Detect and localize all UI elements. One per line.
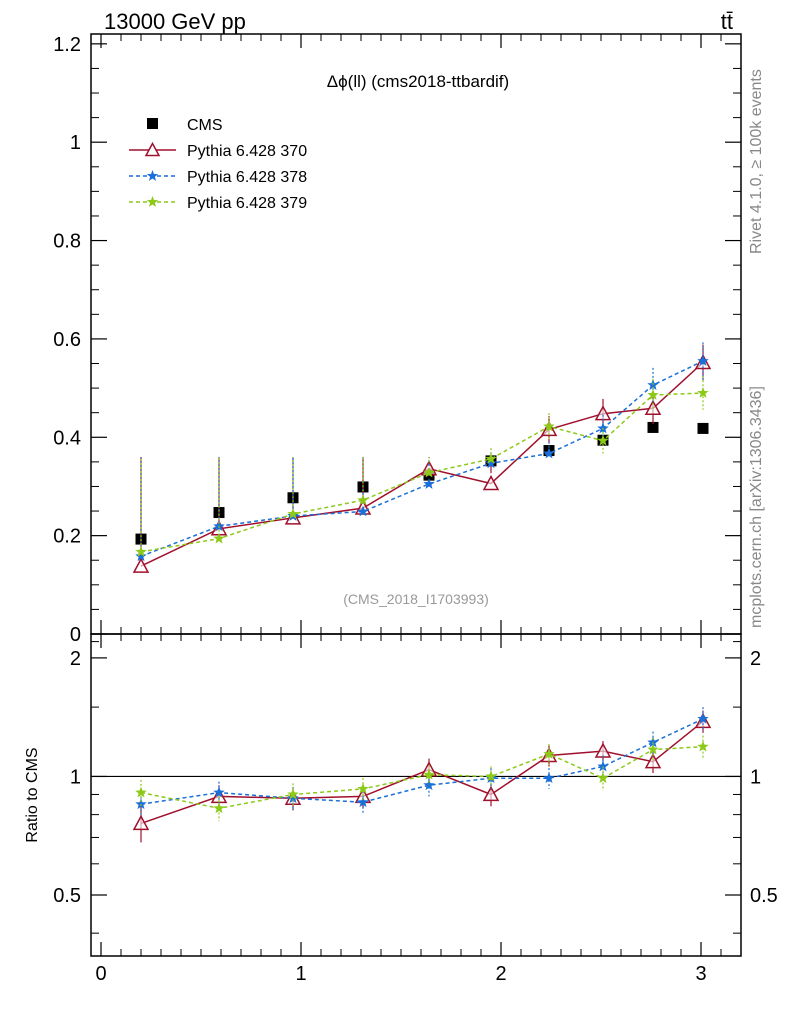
ratio-star-point bbox=[287, 792, 299, 804]
ratio-star-point bbox=[597, 760, 609, 772]
legend-379-label: Pythia 6.428 379 bbox=[187, 195, 307, 212]
ratio-triangle-point bbox=[132, 814, 150, 831]
chart-title: Δϕ(ll) (cms2018-ttbardif) bbox=[327, 72, 509, 91]
ratio-star-point bbox=[543, 772, 555, 784]
main-star-point bbox=[357, 494, 369, 506]
main-series-line bbox=[140, 360, 704, 557]
main-star-point bbox=[423, 466, 435, 478]
legend-cms-marker bbox=[147, 118, 158, 129]
x-tick-label: 0 bbox=[95, 963, 106, 985]
main-data-point bbox=[697, 422, 709, 434]
main-star-point bbox=[485, 452, 497, 464]
ratio-plot-frame bbox=[90, 633, 742, 957]
process-label: tt̄ bbox=[721, 9, 733, 34]
main-series-line bbox=[140, 392, 704, 553]
ratio-star-point bbox=[697, 712, 709, 724]
ratio-star-point bbox=[135, 786, 147, 798]
ratio-plot-data bbox=[132, 707, 712, 843]
main-star-point bbox=[135, 550, 147, 562]
legend-378-marker bbox=[146, 170, 159, 181]
y-tick-label: 0.6 bbox=[53, 329, 81, 351]
ratio-tick-label-right: 2 bbox=[750, 648, 761, 670]
ratio-tick-label-right: 0.5 bbox=[750, 885, 778, 907]
ratio-tick-label: 1 bbox=[70, 766, 81, 788]
ratio-series-line bbox=[140, 720, 704, 825]
ratio-star-point bbox=[485, 770, 497, 782]
ratio-series-line bbox=[140, 718, 704, 805]
legend: CMS Pythia 6.428 370 Pythia 6.428 378 Py… bbox=[129, 117, 307, 212]
ratio-triangle-point bbox=[644, 753, 662, 769]
legend-370-label: Pythia 6.428 370 bbox=[187, 143, 307, 160]
ratio-triangle-point bbox=[482, 785, 500, 802]
ratio-tick-label: 2 bbox=[70, 648, 81, 670]
legend-370-marker bbox=[144, 141, 161, 157]
ratio-star-point bbox=[357, 782, 369, 794]
ratio-star-point bbox=[357, 796, 369, 808]
main-star-point bbox=[357, 505, 369, 517]
ratio-series-line bbox=[140, 745, 704, 810]
y-tick-label: 0 bbox=[70, 624, 81, 646]
energy-label: 13000 GeV pp bbox=[104, 9, 246, 34]
ratio-tick-label-right: 1 bbox=[750, 766, 761, 788]
ratio-tick-label: 0.5 bbox=[53, 885, 81, 907]
ratio-star-point bbox=[647, 743, 659, 755]
main-star-point bbox=[697, 355, 709, 366]
y-tick-label: 1.2 bbox=[53, 34, 81, 56]
ratio-triangle-point bbox=[594, 742, 612, 758]
mcplots-label: mcplots.cern.ch [arXiv:1306.3436] bbox=[748, 386, 765, 628]
main-star-point bbox=[647, 388, 659, 400]
main-series-2 bbox=[135, 342, 709, 562]
y-tick-label: 0.4 bbox=[53, 427, 81, 449]
ratio-series-1 bbox=[132, 710, 712, 843]
main-series-line bbox=[140, 361, 704, 567]
analysis-label: (CMS_2018_I1703993) bbox=[343, 591, 489, 607]
ratio-star-point bbox=[543, 748, 555, 759]
main-star-point bbox=[287, 508, 299, 519]
ratio-star-point bbox=[287, 788, 299, 800]
main-star-point bbox=[485, 457, 497, 469]
ratio-star-point bbox=[597, 772, 609, 784]
ratio-star-point bbox=[213, 786, 225, 798]
x-tick-label: 3 bbox=[695, 963, 706, 985]
ratio-star-point bbox=[423, 768, 435, 780]
x-tick-label: 2 bbox=[495, 963, 506, 985]
main-star-point bbox=[543, 447, 555, 459]
legend-cms-label: CMS bbox=[187, 117, 223, 134]
main-star-point bbox=[423, 478, 435, 489]
y-tick-label: 1 bbox=[70, 132, 81, 154]
main-star-point bbox=[597, 422, 609, 434]
main-data-point bbox=[647, 421, 659, 433]
main-triangle-point bbox=[132, 557, 150, 573]
main-star-point bbox=[213, 532, 225, 544]
y-tick-label: 0.2 bbox=[53, 526, 81, 548]
main-star-point bbox=[597, 434, 609, 446]
main-star-point bbox=[543, 420, 555, 432]
legend-379-marker bbox=[146, 196, 159, 207]
ratio-star-point bbox=[423, 779, 435, 791]
ratio-star-point bbox=[135, 798, 147, 810]
y-tick-label: 0.8 bbox=[53, 231, 81, 253]
main-triangle-point bbox=[482, 474, 500, 491]
x-tick-label: 1 bbox=[295, 963, 306, 985]
ratio-axis-label: Ratio to CMS bbox=[24, 747, 41, 842]
main-series-3 bbox=[135, 376, 709, 557]
main-plot-data bbox=[132, 342, 712, 573]
ratio-star-point bbox=[213, 802, 225, 814]
ratio-star-point bbox=[647, 736, 659, 748]
main-star-point bbox=[697, 387, 709, 398]
axes: 0 1 2 3 0 0.2 0.4 0.6 0.8 1 1.2 0.5 0.5 1 1 2 2 bbox=[53, 34, 778, 985]
legend-378-label: Pythia 6.428 378 bbox=[187, 169, 307, 186]
main-star-point bbox=[135, 545, 147, 557]
ratio-series-3 bbox=[135, 735, 709, 822]
rivet-label: Rivet 4.1.0, ≥ 100k events bbox=[748, 69, 765, 254]
ratio-star-point bbox=[697, 740, 709, 752]
